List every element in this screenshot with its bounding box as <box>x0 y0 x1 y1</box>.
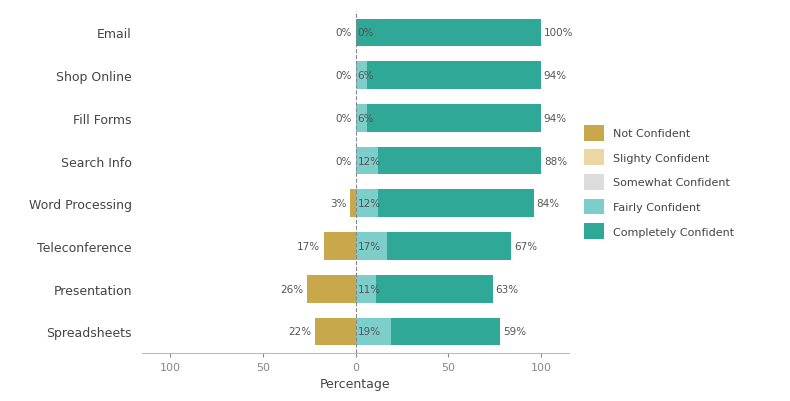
Text: 94%: 94% <box>544 71 567 81</box>
Text: 6%: 6% <box>357 71 374 81</box>
Bar <box>376 275 493 303</box>
Text: 100%: 100% <box>544 28 574 38</box>
Bar <box>367 105 541 132</box>
Bar <box>367 62 541 90</box>
Bar <box>350 190 356 218</box>
Text: 3%: 3% <box>329 199 346 209</box>
Bar <box>356 105 367 132</box>
Legend: Not Confident, Slighty Confident, Somewhat Confident, Fairly Confident, Complete: Not Confident, Slighty Confident, Somewh… <box>578 120 739 245</box>
Text: 26%: 26% <box>280 284 303 294</box>
Text: 22%: 22% <box>288 326 311 336</box>
Bar <box>356 233 387 260</box>
Text: 0%: 0% <box>336 156 352 166</box>
Bar <box>391 318 500 345</box>
Text: 63%: 63% <box>495 284 519 294</box>
Text: 84%: 84% <box>536 199 559 209</box>
Text: 0%: 0% <box>357 28 374 38</box>
Bar <box>356 275 376 303</box>
Bar <box>378 190 533 218</box>
Text: 12%: 12% <box>357 156 381 166</box>
X-axis label: Percentage: Percentage <box>320 377 391 390</box>
Bar <box>356 62 367 90</box>
Text: 88%: 88% <box>544 156 567 166</box>
Bar <box>378 147 541 175</box>
Bar <box>324 233 356 260</box>
Text: 59%: 59% <box>503 326 526 336</box>
Text: 11%: 11% <box>357 284 381 294</box>
Text: 0%: 0% <box>336 71 352 81</box>
Text: 0%: 0% <box>336 113 352 124</box>
Text: 17%: 17% <box>297 241 320 251</box>
Bar <box>356 318 391 345</box>
Text: 6%: 6% <box>357 113 374 124</box>
Bar <box>356 190 378 218</box>
Bar <box>314 318 356 345</box>
Text: 67%: 67% <box>514 241 537 251</box>
Text: 12%: 12% <box>357 199 381 209</box>
Text: 94%: 94% <box>544 113 567 124</box>
Bar <box>356 147 378 175</box>
Bar <box>307 275 356 303</box>
Bar <box>356 20 541 47</box>
Text: 17%: 17% <box>357 241 381 251</box>
Text: 0%: 0% <box>336 28 352 38</box>
Text: 19%: 19% <box>357 326 381 336</box>
Bar <box>387 233 511 260</box>
